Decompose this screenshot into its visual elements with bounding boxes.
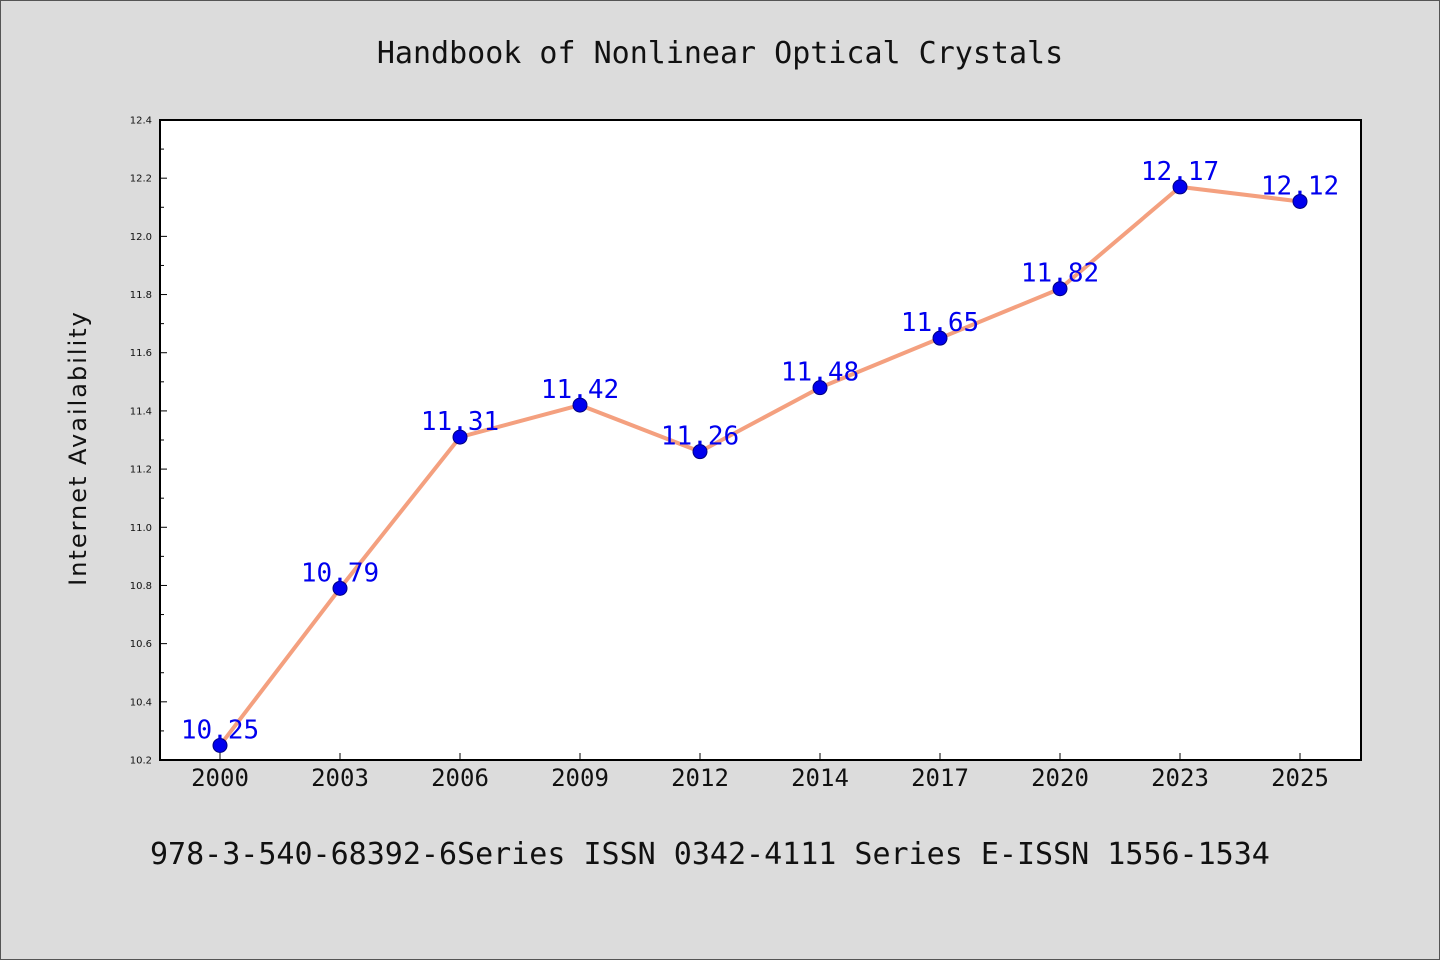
data-label: 11.48 (781, 358, 859, 388)
y-tick-label: 10.4 (130, 697, 152, 708)
y-tick-label: 12.0 (130, 232, 152, 243)
y-tick-label: 11.6 (130, 348, 152, 359)
data-label: 11.42 (541, 375, 619, 405)
data-point (572, 397, 588, 413)
y-tick-label: 10.8 (130, 581, 152, 592)
y-tick-label: 12.2 (130, 174, 152, 185)
x-tick-label: 2012 (671, 764, 729, 792)
data-labels-group: 10.25 10.79 11.31 11.42 11.26 11.48 11.65 11.82… (181, 157, 1339, 746)
chart-title: Handbook of Nonlinear Optical Crystals (377, 36, 1063, 71)
data-label: 10.79 (301, 558, 379, 588)
y-tick-label: 12.4 (130, 116, 152, 127)
x-tick-label: 2023 (1151, 764, 1209, 792)
y-tick-label: 10.6 (130, 639, 152, 650)
data-label: 11.65 (901, 308, 979, 338)
data-label: 10.25 (181, 715, 259, 745)
plot-area (159, 119, 1362, 761)
y-axis: 10.2 10.4 10.6 10.8 11.0 11.2 11.4 11.6 11.8 12.0… (130, 116, 167, 767)
x-tick-label: 2017 (911, 764, 969, 792)
data-point (452, 429, 468, 445)
data-point (332, 580, 348, 596)
series-group (212, 179, 1308, 753)
data-point (692, 444, 708, 460)
y-tick-label: 10.2 (130, 756, 152, 767)
data-label: 11.26 (661, 422, 739, 452)
x-tick-label: 2025 (1271, 764, 1329, 792)
y-tick-label: 11.8 (130, 290, 152, 301)
x-tick-label: 2014 (791, 764, 849, 792)
data-point (1052, 281, 1068, 297)
y-tick-label: 11.0 (130, 523, 152, 534)
footer-text: 978-3-540-68392-6Series ISSN 0342-4111 S… (150, 837, 1270, 872)
x-tick-label: 2009 (551, 764, 609, 792)
y-tick-label: 11.2 (130, 465, 152, 476)
series-line (218, 184, 1302, 748)
data-label: 12.12 (1261, 171, 1339, 201)
data-label: 11.82 (1021, 259, 1099, 289)
data-point (1172, 179, 1188, 195)
data-point (812, 380, 828, 396)
data-label: 11.31 (421, 407, 499, 437)
data-point (1292, 193, 1308, 209)
data-point (932, 330, 948, 346)
x-tick-label: 2020 (1031, 764, 1089, 792)
x-tick-label: 2006 (431, 764, 489, 792)
data-point (212, 737, 228, 753)
y-tick-label: 11.4 (130, 406, 152, 417)
y-axis-label: Internet Availability (64, 310, 92, 586)
x-axis: 2000 2003 2006 2009 2012 2014 2017 2020 2023 2025 (191, 753, 1329, 792)
data-label: 12.17 (1141, 157, 1219, 187)
x-tick-label: 2000 (191, 764, 249, 792)
x-tick-label: 2003 (311, 764, 369, 792)
